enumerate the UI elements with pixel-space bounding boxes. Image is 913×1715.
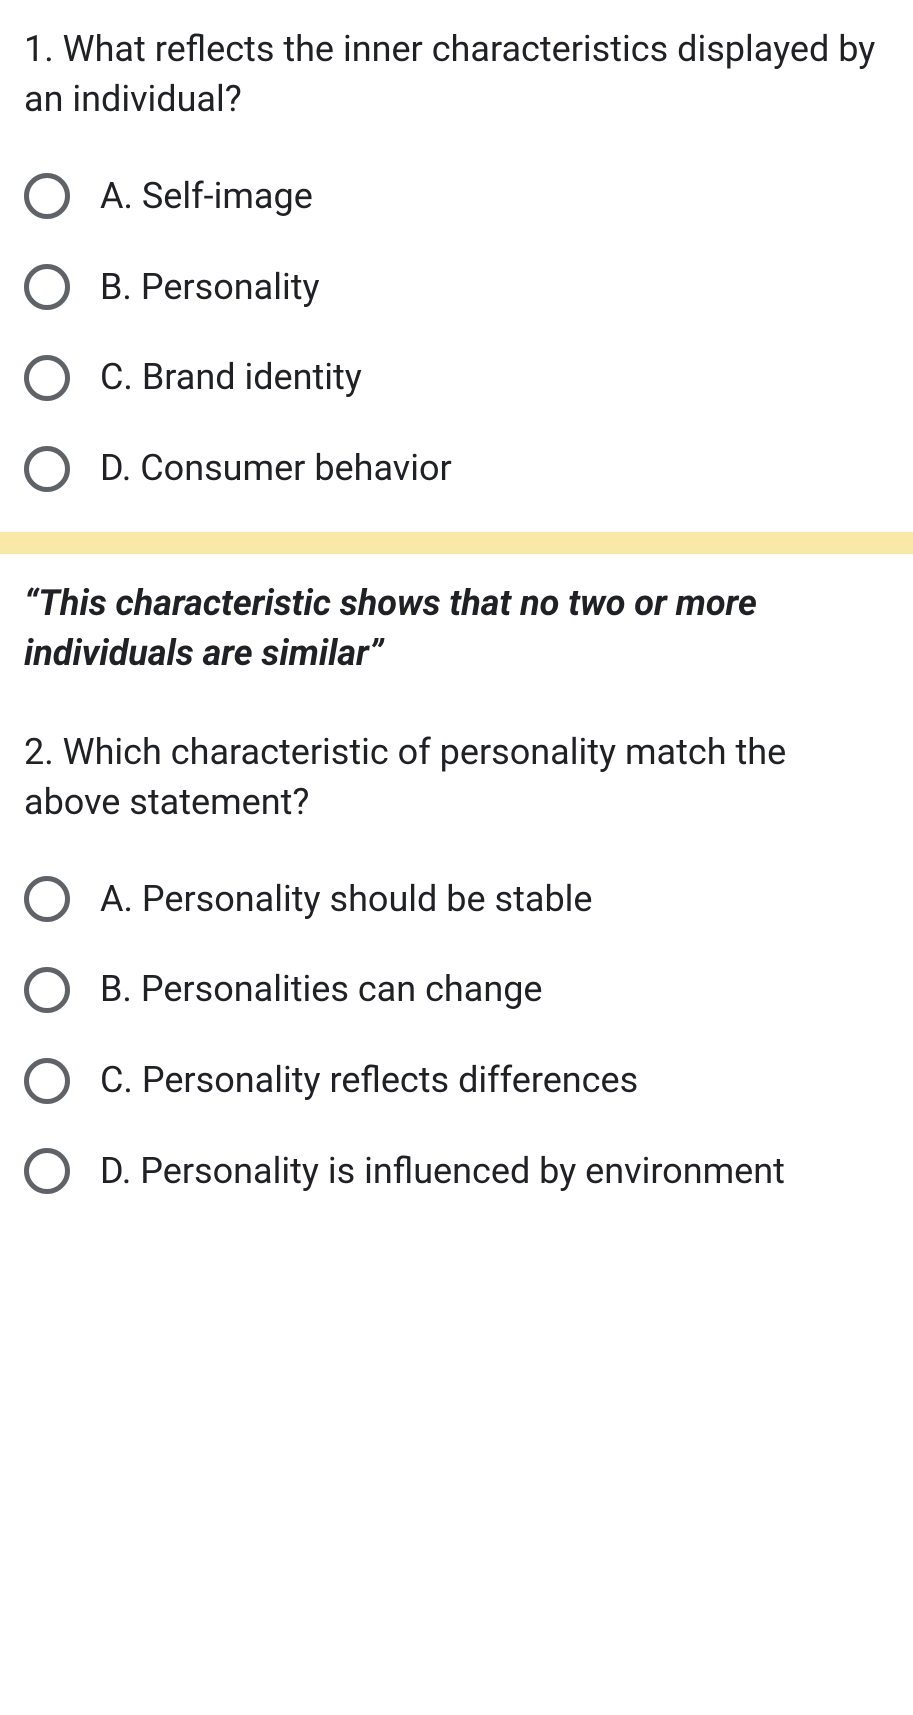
option-c[interactable]: C. Personality reflects differences: [24, 1057, 889, 1104]
question-block-1: 1. What reflects the inner characteristi…: [0, 0, 913, 532]
question-text: 2. Which characteristic of personality m…: [24, 727, 889, 828]
option-label: B. Personalities can change: [100, 966, 543, 1013]
radio-icon: [24, 1148, 70, 1194]
question-block-2: “This characteristic shows that no two o…: [0, 554, 913, 1235]
option-label: D. Consumer behavior: [100, 445, 452, 492]
options-list: A. Personality should be stable B. Perso…: [24, 876, 889, 1195]
radio-icon: [24, 173, 70, 219]
quote-text: “This characteristic shows that no two o…: [24, 578, 889, 679]
option-a[interactable]: A. Self-image: [24, 173, 889, 220]
option-label: B. Personality: [100, 264, 320, 311]
option-d[interactable]: D. Consumer behavior: [24, 445, 889, 492]
option-c[interactable]: C. Brand identity: [24, 354, 889, 401]
option-label: D. Personality is influenced by environm…: [100, 1148, 785, 1195]
radio-icon: [24, 446, 70, 492]
section-divider: [0, 532, 913, 554]
question-text: 1. What reflects the inner characteristi…: [24, 24, 889, 125]
radio-icon: [24, 1058, 70, 1104]
radio-icon: [24, 264, 70, 310]
option-label: A. Self-image: [100, 173, 313, 220]
option-d[interactable]: D. Personality is influenced by environm…: [24, 1148, 889, 1195]
option-label: C. Personality reflects differences: [100, 1057, 638, 1104]
option-a[interactable]: A. Personality should be stable: [24, 876, 889, 923]
option-b[interactable]: B. Personalities can change: [24, 966, 889, 1013]
option-label: C. Brand identity: [100, 354, 362, 401]
option-label: A. Personality should be stable: [100, 876, 593, 923]
option-b[interactable]: B. Personality: [24, 264, 889, 311]
radio-icon: [24, 876, 70, 922]
options-list: A. Self-image B. Personality C. Brand id…: [24, 173, 889, 492]
radio-icon: [24, 967, 70, 1013]
radio-icon: [24, 355, 70, 401]
